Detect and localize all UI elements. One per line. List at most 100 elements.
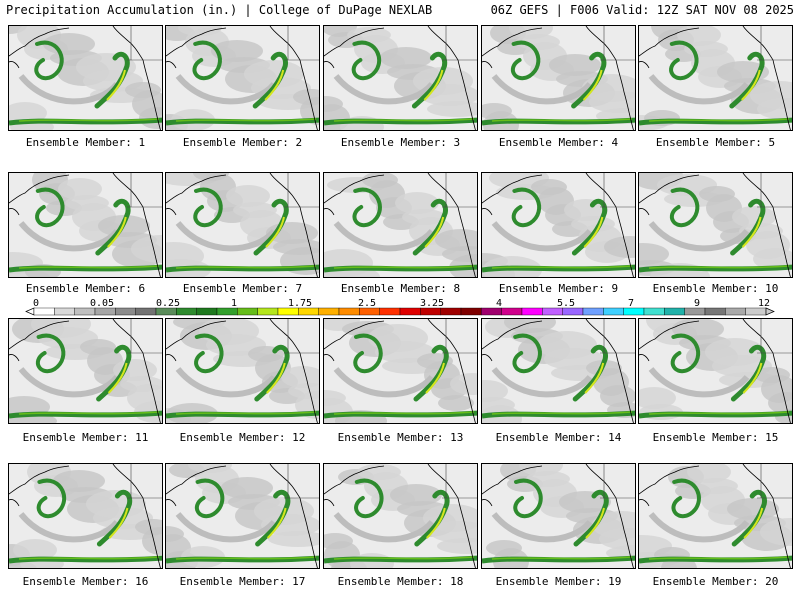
colorbar-swatch bbox=[379, 307, 401, 316]
colorbar-tick-label: 1.75 bbox=[288, 298, 312, 309]
coastline bbox=[166, 173, 319, 277]
member-map-18 bbox=[323, 463, 478, 569]
colorbar-swatch bbox=[481, 307, 502, 316]
member-caption-3: Ensemble Member: 3 bbox=[340, 136, 461, 149]
colorbar-tick-label: 0.05 bbox=[90, 298, 114, 309]
colorbar-swatch bbox=[542, 307, 563, 316]
coastline bbox=[639, 173, 792, 277]
colorbar-swatch bbox=[298, 307, 319, 316]
member-map-11 bbox=[8, 318, 163, 424]
light-precip-shading bbox=[9, 464, 162, 568]
colorbar-swatch bbox=[460, 307, 482, 316]
colorbar-swatch bbox=[115, 307, 136, 316]
member-map-19 bbox=[481, 463, 636, 569]
member-map-8 bbox=[323, 172, 478, 278]
coastline bbox=[324, 464, 477, 568]
member-map-14 bbox=[481, 318, 636, 424]
colorbar-swatch bbox=[521, 307, 543, 316]
member-caption-8: Ensemble Member: 8 bbox=[340, 282, 461, 295]
colorbar-swatch bbox=[54, 307, 75, 316]
member-caption-7: Ensemble Member: 7 bbox=[182, 282, 303, 295]
member-caption-20: Ensemble Member: 20 bbox=[652, 575, 779, 588]
colorbar-swatch bbox=[440, 307, 462, 316]
colorbar-tick-label: 4 bbox=[496, 298, 502, 309]
member-caption-15: Ensemble Member: 15 bbox=[652, 431, 779, 444]
colorbar-max-arrow bbox=[765, 307, 775, 316]
coastline bbox=[9, 173, 162, 277]
coastline bbox=[324, 173, 477, 277]
member-caption-17: Ensemble Member: 17 bbox=[179, 575, 306, 588]
colorbar-swatch bbox=[359, 307, 380, 316]
colorbar-swatch bbox=[745, 307, 767, 316]
colorbar-swatch bbox=[257, 307, 279, 316]
member-map-2 bbox=[165, 25, 320, 131]
colorbar-tick-label: 9 bbox=[694, 298, 700, 309]
member-map-17 bbox=[165, 463, 320, 569]
member-map-5 bbox=[638, 25, 793, 131]
coastline bbox=[166, 464, 319, 568]
colorbar-swatch bbox=[318, 307, 340, 316]
member-caption-4: Ensemble Member: 4 bbox=[498, 136, 619, 149]
colorbar-tick-label: 0.25 bbox=[156, 298, 180, 309]
member-caption-19: Ensemble Member: 19 bbox=[495, 575, 622, 588]
member-caption-6: Ensemble Member: 6 bbox=[25, 282, 146, 295]
colorbar-swatch bbox=[135, 307, 157, 316]
colorbar-swatch bbox=[562, 307, 584, 316]
member-map-6 bbox=[8, 172, 163, 278]
member-map-13 bbox=[323, 318, 478, 424]
colorbar-swatch bbox=[155, 307, 177, 316]
colorbar-tick-label: 5.5 bbox=[557, 298, 575, 309]
member-map-12 bbox=[165, 318, 320, 424]
member-map-4 bbox=[481, 25, 636, 131]
member-caption-10: Ensemble Member: 10 bbox=[652, 282, 779, 295]
colorbar-tick-label: 1 bbox=[231, 298, 237, 309]
colorbar-swatch bbox=[74, 307, 96, 316]
colorbar-tick-label: 7 bbox=[628, 298, 634, 309]
colorbar-swatch bbox=[623, 307, 645, 316]
coastline bbox=[482, 173, 635, 277]
model-run-label: 06Z GEFS | F006 Valid: 12Z SAT NOV 08 20… bbox=[490, 3, 794, 17]
member-caption-13: Ensemble Member: 13 bbox=[337, 431, 464, 444]
colorbar-swatch bbox=[501, 307, 523, 316]
member-caption-14: Ensemble Member: 14 bbox=[495, 431, 622, 444]
colorbar-swatch bbox=[664, 307, 685, 316]
member-map-7 bbox=[165, 172, 320, 278]
coastline bbox=[9, 319, 162, 423]
colorbar-swatch bbox=[704, 307, 726, 316]
colorbar-tick-label: 3.25 bbox=[420, 298, 444, 309]
colorbar-swatch bbox=[216, 307, 238, 316]
member-caption-5: Ensemble Member: 5 bbox=[655, 136, 776, 149]
coastline bbox=[482, 26, 635, 130]
member-map-3 bbox=[323, 25, 478, 131]
colorbar-min-arrow bbox=[25, 307, 35, 316]
colorbar-swatch bbox=[725, 307, 746, 316]
member-caption-11: Ensemble Member: 11 bbox=[22, 431, 149, 444]
member-map-10 bbox=[638, 172, 793, 278]
light-precip-shading bbox=[639, 173, 792, 277]
member-caption-2: Ensemble Member: 2 bbox=[182, 136, 303, 149]
member-caption-1: Ensemble Member: 1 bbox=[25, 136, 146, 149]
coastline bbox=[324, 319, 477, 423]
member-caption-9: Ensemble Member: 9 bbox=[498, 282, 619, 295]
member-map-15 bbox=[638, 318, 793, 424]
light-precip-shading bbox=[639, 464, 792, 568]
colorbar-swatch bbox=[338, 307, 360, 316]
colorbar-swatch bbox=[237, 307, 258, 316]
member-map-9 bbox=[481, 172, 636, 278]
colorbar-tick-label: 0 bbox=[33, 298, 39, 309]
light-precip-shading bbox=[324, 26, 477, 130]
coastline bbox=[324, 26, 477, 130]
coastline bbox=[9, 26, 162, 130]
colorbar-tick-label: 12 bbox=[758, 298, 770, 309]
coastline bbox=[482, 464, 635, 568]
coastline bbox=[639, 26, 792, 130]
coastline bbox=[482, 319, 635, 423]
light-precip-shading bbox=[482, 319, 635, 423]
colorbar-swatch bbox=[94, 307, 116, 316]
member-caption-18: Ensemble Member: 18 bbox=[337, 575, 464, 588]
coastline bbox=[639, 319, 792, 423]
colorbar-swatch bbox=[196, 307, 218, 316]
colorbar-swatch bbox=[176, 307, 197, 316]
colorbar-swatch bbox=[33, 307, 55, 316]
coastline bbox=[9, 464, 162, 568]
